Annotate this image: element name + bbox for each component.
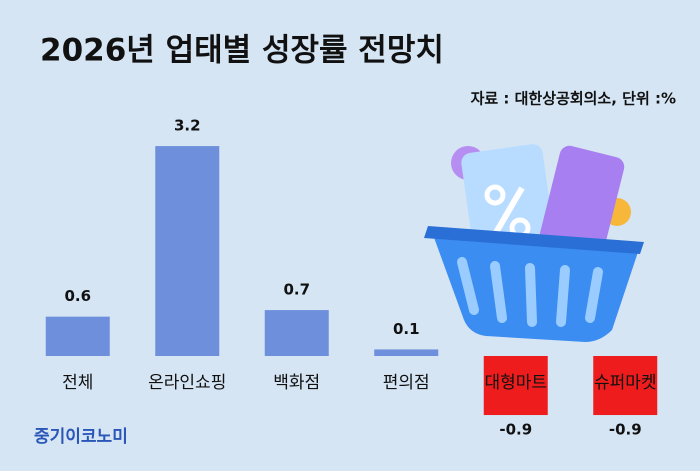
category-label: 대형마트 bbox=[484, 373, 547, 393]
category-label: 온라인쇼핑 bbox=[148, 373, 226, 393]
bar bbox=[483, 356, 548, 416]
value-label: 0.7 bbox=[283, 281, 310, 299]
value-label: -0.9 bbox=[609, 421, 642, 439]
bar bbox=[593, 356, 658, 416]
bar bbox=[264, 310, 329, 356]
category-label: 백화점 bbox=[273, 373, 320, 393]
value-label: 0.6 bbox=[64, 287, 91, 305]
bar bbox=[374, 349, 439, 356]
value-label: -0.9 bbox=[499, 421, 532, 439]
bar bbox=[155, 146, 220, 356]
chart-title: 2026년 업태별 성장률 전망치 bbox=[40, 33, 444, 69]
category-label: 전체 bbox=[62, 373, 93, 393]
bar bbox=[45, 316, 110, 356]
source-note: 자료 : 대한상공회의소, 단위 :% bbox=[471, 90, 676, 108]
value-label: 0.1 bbox=[393, 320, 420, 338]
value-label: 3.2 bbox=[174, 117, 201, 135]
brand: 중기이코노미 bbox=[34, 427, 128, 447]
basket-illustration bbox=[424, 144, 644, 342]
category-label: 편의점 bbox=[383, 373, 430, 393]
category-label: 슈퍼마켓 bbox=[594, 373, 657, 393]
